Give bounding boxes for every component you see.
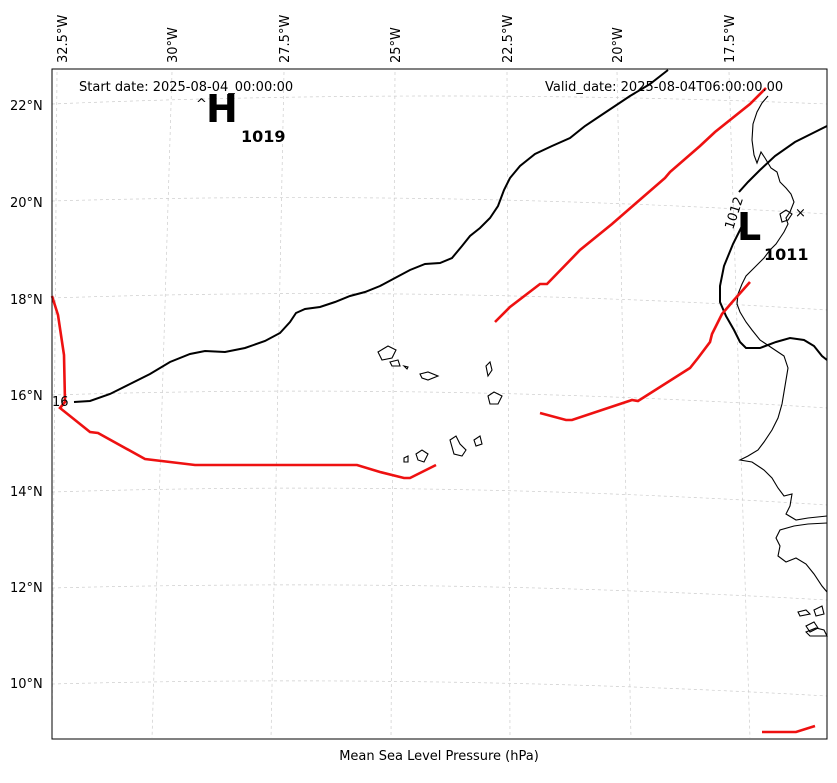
lon-label-30w: 30°W — [166, 27, 181, 63]
fronts — [50, 87, 816, 734]
cape-verde-islands — [377, 345, 503, 463]
bissagos-3 — [813, 605, 825, 617]
lat-label-10n: 10°N — [10, 677, 43, 692]
parallel-18n — [51, 293, 828, 311]
parallel-20n — [51, 197, 828, 215]
lat-label-16n: 16°N — [10, 389, 43, 404]
start-date: Start date: 2025-08-04_00:00:00 — [79, 80, 293, 95]
isobar-1016 — [73, 69, 669, 403]
low-symbol: L — [737, 205, 761, 249]
lat-label-12n: 12°N — [10, 581, 43, 596]
lon-label-27-5w: 27.5°W — [278, 15, 293, 63]
lon-label-17-5w: 17.5°W — [723, 15, 738, 63]
bissagos-1 — [797, 609, 812, 617]
bissagos-2 — [805, 621, 819, 633]
lon-label-22-5w: 22.5°W — [501, 15, 516, 63]
front-lower-right — [539, 281, 751, 422]
graticule — [51, 71, 828, 739]
lat-label-20n: 20°N — [10, 196, 43, 211]
parallel-10n — [51, 680, 828, 697]
island-sao-vicente — [389, 359, 401, 367]
island-santiago — [449, 435, 467, 457]
africa-coast-south — [775, 522, 828, 593]
island-boa-vista — [487, 391, 503, 405]
meridian-30w — [151, 71, 173, 739]
africa-coast — [736, 95, 828, 521]
front-upper-right — [494, 87, 767, 323]
high-marker: ^ — [196, 97, 207, 112]
lon-label-20w: 20°W — [611, 27, 626, 63]
island-santo-antao — [377, 345, 397, 361]
cape-verde-peninsula — [779, 209, 793, 223]
lon-label-32-5w: 32.5°W — [56, 15, 71, 63]
valid-date: Valid_date: 2025-08-04T06:00:00.00 — [545, 80, 783, 95]
parallel-16n — [51, 390, 828, 409]
map-title: Mean Sea Level Pressure (hPa) — [339, 749, 539, 764]
island-santa-luzia — [402, 364, 409, 370]
meridian-22-5w — [506, 71, 511, 739]
isobar-1016-label: 16 — [52, 395, 69, 410]
lat-label-22n: 22°N — [10, 99, 43, 114]
meridian-17-5w — [728, 71, 751, 739]
high-symbol: H — [206, 87, 238, 131]
map-frame — [51, 68, 828, 740]
front-bottom — [762, 724, 816, 734]
parallel-12n — [51, 584, 828, 601]
lat-label-14n: 14°N — [10, 485, 43, 500]
parallel-14n — [51, 487, 828, 506]
coastline — [736, 95, 828, 637]
island-sal — [485, 360, 493, 378]
parallel-22n — [51, 95, 828, 105]
high-value: 1019 — [241, 127, 286, 146]
lon-label-25w: 25°W — [389, 27, 404, 63]
low-value: 1011 — [764, 245, 809, 264]
front-left — [50, 295, 437, 480]
lat-label-18n: 18°N — [10, 293, 43, 308]
island-fogo — [415, 449, 429, 463]
island-maio — [473, 435, 483, 447]
latitude-labels: 22°N 20°N 18°N 16°N 14°N 12°N 10°N — [10, 99, 43, 692]
island-sao-nicolau — [419, 371, 440, 381]
longitude-labels: 32.5°W 30°W 27.5°W 25°W 22.5°W 20°W 17.5… — [56, 15, 738, 63]
meridian-25w — [390, 71, 396, 739]
isobars — [73, 69, 828, 403]
isobar-1012-a — [738, 125, 828, 193]
island-brava — [403, 455, 409, 463]
meridian-27-5w — [270, 71, 285, 739]
low-marker: × — [795, 206, 806, 221]
isobar-1012-b — [719, 221, 828, 361]
